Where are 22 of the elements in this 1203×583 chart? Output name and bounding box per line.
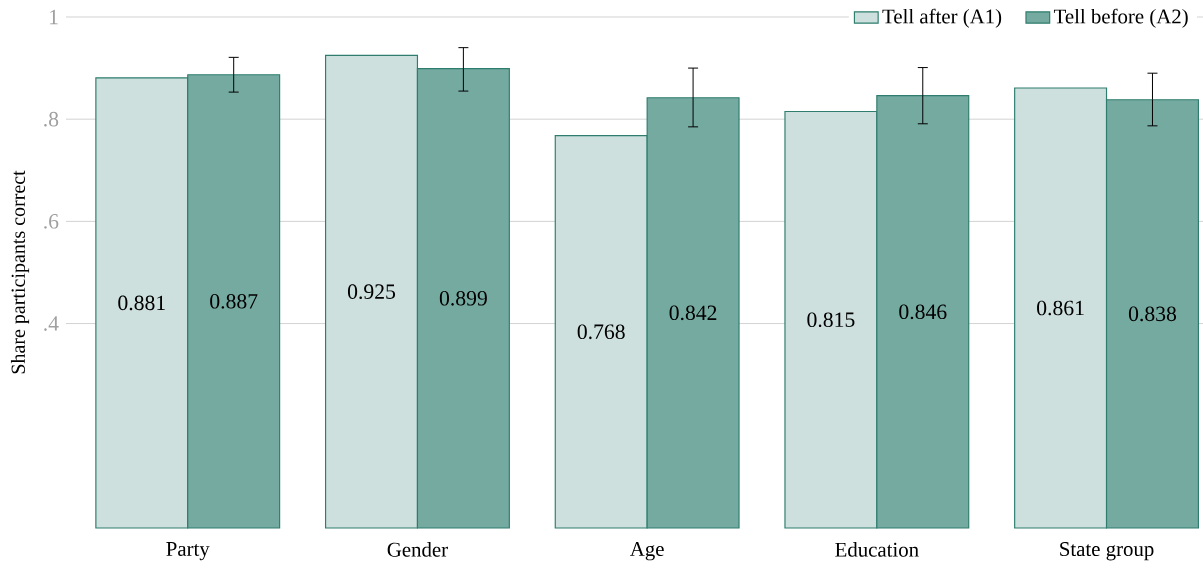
- data-label: 0.899: [439, 290, 487, 306]
- data-label: 0.815: [807, 312, 855, 328]
- x-tick-label: Party: [166, 542, 210, 561]
- data-label: 0.838: [1128, 306, 1177, 322]
- data-label: 0.881: [118, 295, 165, 311]
- y-axis-title: Share participants correct: [10, 170, 30, 374]
- y-tick-label: .8: [44, 111, 59, 127]
- legend-label: Tell before (A2): [1053, 8, 1188, 28]
- data-label: 0.887: [210, 294, 258, 309]
- x-tick-label: Gender: [387, 542, 448, 557]
- y-tick-label: .4: [44, 316, 59, 331]
- data-label: 0.768: [577, 324, 625, 340]
- data-label: 0.842: [669, 305, 717, 321]
- data-label: 0.925: [347, 284, 396, 300]
- x-tick-label: Education: [835, 542, 919, 557]
- data-label: 0.861: [1037, 300, 1084, 316]
- x-tick-label: Age: [630, 542, 664, 561]
- y-tick-label: 1: [50, 9, 58, 25]
- data-label: 0.846: [899, 304, 947, 320]
- legend-label: Tell after (A1): [882, 8, 1002, 28]
- x-tick-label: State group: [1060, 542, 1154, 561]
- y-tick-label: .6: [44, 214, 59, 229]
